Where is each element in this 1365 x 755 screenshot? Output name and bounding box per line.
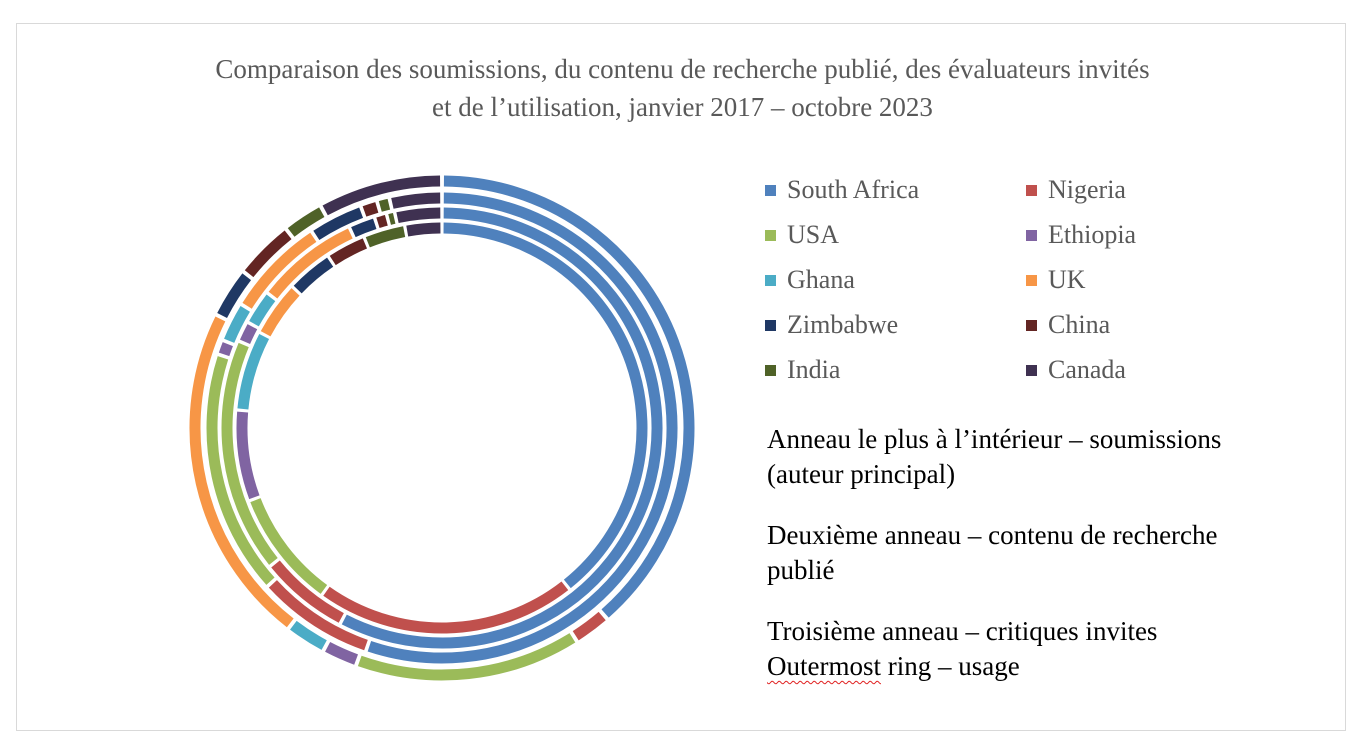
ring-1-slice-canada <box>406 222 441 237</box>
legend-swatch <box>1026 274 1037 286</box>
legend-swatch <box>765 364 776 376</box>
legend-swatch <box>1026 319 1037 331</box>
ring-2-slice-south-africa <box>341 207 663 649</box>
note-second-ring: Deuxième anneau – contenu de recherche p… <box>767 518 1327 588</box>
legend-swatch <box>765 319 776 331</box>
legend-label: Canada <box>1048 355 1126 384</box>
legend-label: India <box>787 355 841 384</box>
ring-3-slice-canada <box>391 192 441 209</box>
note-second-ring-line-1: Deuxième anneau – contenu de recherche <box>767 520 1218 550</box>
ring-3-slice-ethiopia <box>218 342 233 357</box>
note-outer-ring-rest: ring – usage <box>881 651 1020 681</box>
ring-1-slice-south-africa <box>443 222 648 589</box>
legend-item-china: China <box>1026 310 1110 340</box>
legend-item-uk: UK <box>1026 265 1086 295</box>
chart-title-line-1: Comparaison des soumissions, du contenu … <box>215 54 1150 84</box>
note-inner-ring-line-2: (auteur principal) <box>767 459 956 489</box>
spellcheck-flagged-word: Outermost <box>767 651 881 681</box>
ring-1-slice-india <box>365 226 406 248</box>
legend-label: Nigeria <box>1048 175 1126 204</box>
legend-label: Ethiopia <box>1048 220 1137 249</box>
legend-label: Ghana <box>787 265 855 294</box>
ring-4-slice-ethiopia <box>325 642 359 665</box>
ring-3-slice-zimbabwe <box>313 207 364 241</box>
legend-item-zimbabwe: Zimbabwe <box>765 310 898 340</box>
legend-label: UK <box>1048 265 1086 294</box>
legend-label: China <box>1048 310 1111 339</box>
ring-1-slice-zimbabwe <box>293 257 334 294</box>
legend-swatch <box>1026 364 1037 376</box>
ring-2-slice-ethiopia <box>239 324 258 345</box>
ring-4-slice-zimbabwe <box>217 273 252 319</box>
ring-1-slice-ethiopia <box>236 411 260 500</box>
ring-3-slice-uk <box>242 232 317 309</box>
legend-label: Zimbabwe <box>787 310 899 339</box>
legend-swatch <box>1026 229 1037 241</box>
note-outer-ring-line: Outermost ring – usage <box>767 649 1327 684</box>
note-third-and-outer-ring: Troisième anneau – critiques invites Out… <box>767 614 1327 684</box>
ring-3-slice-nigeria <box>268 580 368 651</box>
chart-title: Comparaison des soumissions, du contenu … <box>0 50 1365 126</box>
ring-3-slice-china <box>362 202 379 217</box>
chart-title-line-2: et de l’utilisation, janvier 2017 – octo… <box>432 92 933 122</box>
ring-4-slice-nigeria <box>572 611 606 641</box>
ring-2-slice-ghana <box>249 294 276 327</box>
legend-item-india: India <box>765 355 840 385</box>
legend-swatch <box>765 274 776 286</box>
ring-2-slice-canada <box>396 207 441 224</box>
ring-4-slice-ghana <box>290 620 327 650</box>
legend-item-ghana: Ghana <box>765 265 855 295</box>
legend-swatch <box>765 229 776 241</box>
ring-2 <box>221 207 663 649</box>
ring-4-slice-canada <box>322 175 441 216</box>
legend-item-south-africa: South Africa <box>765 175 919 205</box>
note-inner-ring: Anneau le plus à l’intérieur – soumissio… <box>767 422 1327 492</box>
ring-3 <box>206 192 678 664</box>
ring-1-slice-uk <box>260 288 300 337</box>
ring-4-slice-south-africa <box>443 175 695 618</box>
ring-2-slice-nigeria <box>271 560 344 623</box>
legend-item-ethiopia: Ethiopia <box>1026 220 1136 250</box>
ring-3-slice-india <box>378 198 391 212</box>
legend-item-usa: USA <box>765 220 839 250</box>
ring-4-slice-uk <box>189 316 294 628</box>
ring-1-slice-china <box>329 238 368 266</box>
legend-item-nigeria: Nigeria <box>1026 175 1126 205</box>
ring-1-slice-ghana <box>237 333 270 410</box>
ring-3-slice-ghana <box>224 306 250 343</box>
legend-item-canada: Canada <box>1026 355 1126 385</box>
ring-2-slice-uk <box>268 228 353 299</box>
ring-2-slice-zimbabwe <box>351 218 377 238</box>
ring-1-slice-nigeria <box>323 581 569 634</box>
legend-swatch <box>765 184 776 196</box>
note-third-ring-line: Troisième anneau – critiques invites <box>767 616 1158 646</box>
ring-notes: Anneau le plus à l’intérieur – soumissio… <box>767 422 1327 710</box>
ring-1 <box>236 222 648 634</box>
legend-label: USA <box>787 220 840 249</box>
ring-2-slice-india <box>388 213 396 225</box>
ring-4-slice-india <box>287 207 325 237</box>
ring-1-slice-usa <box>250 498 328 594</box>
legend-swatch <box>1026 184 1037 196</box>
legend-label: South Africa <box>787 175 920 204</box>
note-inner-ring-line-1: Anneau le plus à l’intérieur – soumissio… <box>767 424 1222 454</box>
ring-4-slice-china <box>244 230 292 278</box>
ring-4 <box>189 175 695 681</box>
ring-3-slice-south-africa <box>367 192 678 664</box>
note-second-ring-line-2: publié <box>767 555 835 585</box>
ring-2-slice-usa <box>221 342 278 565</box>
ring-4-slice-usa <box>357 633 576 681</box>
ring-2-slice-china <box>376 215 388 229</box>
ring-3-slice-usa <box>206 356 275 585</box>
